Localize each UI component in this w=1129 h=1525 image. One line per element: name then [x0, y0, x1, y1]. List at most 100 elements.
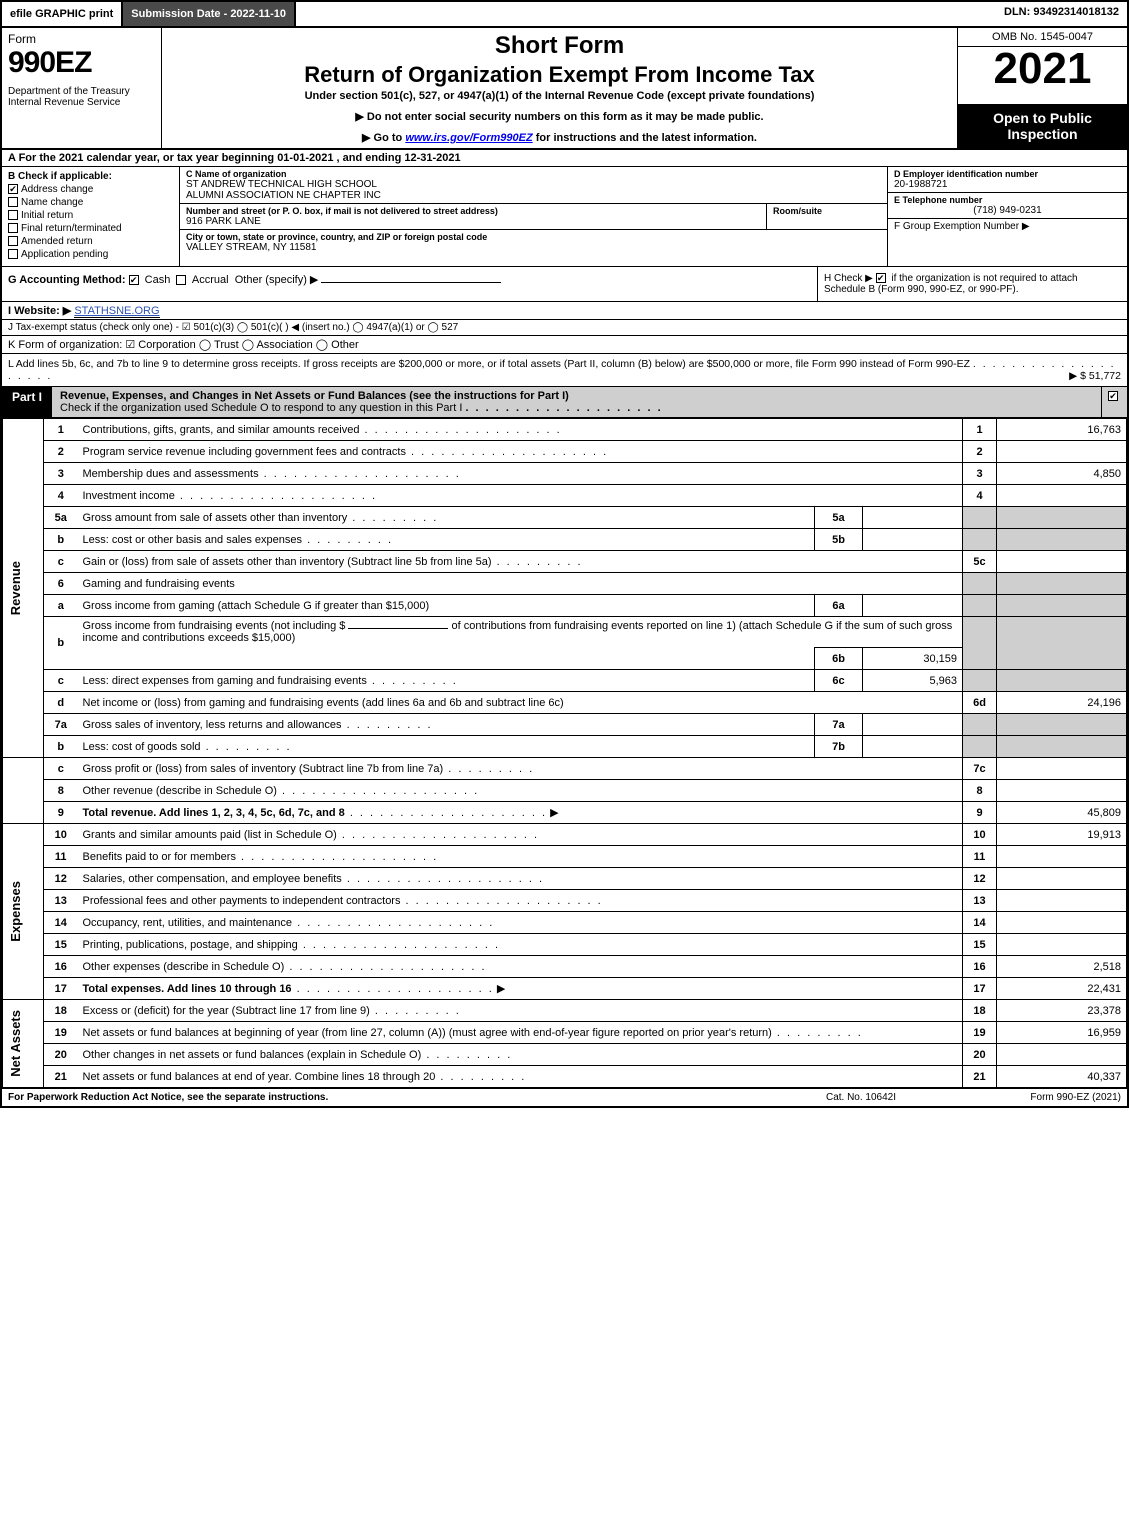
part1-tag: Part I: [2, 387, 52, 417]
line-value-shade: [997, 714, 1127, 736]
checkbox-icon: [8, 223, 18, 233]
line-ref: 13: [963, 890, 997, 912]
c-addr-block: Number and street (or P. O. box, if mail…: [180, 204, 767, 230]
line-desc: Membership dues and assessments: [78, 463, 963, 485]
sub-value: [863, 714, 963, 736]
line-desc: Contributions, gifts, grants, and simila…: [78, 419, 963, 441]
goto-pre: ▶ Go to: [362, 132, 405, 144]
line-value: [997, 846, 1127, 868]
form-header: Form 990EZ Department of the Treasury In…: [2, 28, 1127, 150]
line-ref-shade: [963, 529, 997, 551]
phone: (718) 949-0231: [894, 205, 1121, 216]
sub-ref: 7b: [815, 736, 863, 758]
checkbox-icon: [8, 197, 18, 207]
line-desc: Gain or (loss) from sale of assets other…: [78, 551, 963, 573]
line-no: d: [44, 692, 78, 714]
line-value: 4,850: [997, 463, 1127, 485]
line-desc: Grants and similar amounts paid (list in…: [78, 824, 963, 846]
h-pre: H Check ▶: [824, 273, 876, 284]
irs-link[interactable]: www.irs.gov/Form990EZ: [405, 132, 532, 144]
netassets-section-label: Net Assets: [3, 1000, 44, 1088]
c-name-block: C Name of organization ST ANDREW TECHNIC…: [180, 167, 887, 204]
line-desc: Net assets or fund balances at beginning…: [78, 1022, 963, 1044]
chk-initial-return[interactable]: Initial return: [8, 210, 173, 221]
chk-amended-return[interactable]: Amended return: [8, 236, 173, 247]
line-no: 12: [44, 868, 78, 890]
line-no: c: [44, 758, 78, 780]
under-section: Under section 501(c), 527, or 4947(a)(1)…: [170, 90, 949, 102]
expenses-section-label: Expenses: [3, 824, 44, 1000]
line-value-shade: [997, 617, 1127, 670]
checkbox-icon: [1108, 391, 1118, 401]
chk-name-change[interactable]: Name change: [8, 197, 173, 208]
line-desc: Gross profit or (loss) from sales of inv…: [78, 758, 963, 780]
open-public-inspection: Open to Public Inspection: [958, 104, 1127, 148]
chk-application-pending[interactable]: Application pending: [8, 249, 173, 260]
website-link[interactable]: STATHSNE.ORG: [74, 305, 159, 318]
col-def: D Employer identification number 20-1988…: [887, 167, 1127, 266]
chk-final-return[interactable]: Final return/terminated: [8, 223, 173, 234]
sub-ref: 7a: [815, 714, 863, 736]
form-label: Form: [8, 32, 155, 46]
contrib-blank[interactable]: [348, 628, 448, 629]
e-label: E Telephone number: [894, 195, 1121, 205]
c-city-label: City or town, state or province, country…: [186, 232, 881, 242]
other-specify-line[interactable]: [321, 282, 501, 283]
line-desc: Professional fees and other payments to …: [78, 890, 963, 912]
footer-formref: Form 990-EZ (2021): [941, 1092, 1121, 1103]
line-ref-shade: [963, 617, 997, 670]
h-schedule-b: H Check ▶ if the organization is not req…: [817, 267, 1127, 301]
checkbox-icon: [8, 249, 18, 259]
line-ref-shade: [963, 507, 997, 529]
line-desc: Net income or (loss) from gaming and fun…: [78, 692, 963, 714]
line-value: 45,809: [997, 802, 1127, 824]
tax-year: 2021: [958, 47, 1127, 91]
line-desc: Excess or (deficit) for the year (Subtra…: [78, 1000, 963, 1022]
line-no: 1: [44, 419, 78, 441]
line-desc: Gross income from gaming (attach Schedul…: [78, 595, 815, 617]
part1-title: Revenue, Expenses, and Changes in Net As…: [52, 387, 1101, 417]
j-tax-exempt: J Tax-exempt status (check only one) - ☑…: [2, 320, 1127, 336]
efile-print[interactable]: efile GRAPHIC print: [2, 2, 123, 26]
line-ref: 3: [963, 463, 997, 485]
part1-schedule-o-check[interactable]: [1101, 387, 1127, 417]
line-desc: Gaming and fundraising events: [78, 573, 963, 595]
sub-value: [863, 736, 963, 758]
line-ref: 2: [963, 441, 997, 463]
line-desc: Gross income from fundraising events (no…: [78, 617, 963, 648]
line-desc: Printing, publications, postage, and shi…: [78, 934, 963, 956]
footer-left: For Paperwork Reduction Act Notice, see …: [8, 1092, 781, 1103]
line-desc: Other expenses (describe in Schedule O): [78, 956, 963, 978]
section-b-through-f: B Check if applicable: Address change Na…: [2, 167, 1127, 267]
checkbox-icon[interactable]: [176, 275, 186, 285]
line-value: [997, 1044, 1127, 1066]
checkbox-icon[interactable]: [876, 273, 886, 283]
line-ref: 10: [963, 824, 997, 846]
header-right: OMB No. 1545-0047 2021 Open to Public In…: [957, 28, 1127, 148]
line-desc-cont: [78, 648, 815, 670]
line-no: 5a: [44, 507, 78, 529]
line-value: 16,763: [997, 419, 1127, 441]
l-amount: ▶ $ 51,772: [1069, 370, 1121, 382]
part1-table: Revenue 1 Contributions, gifts, grants, …: [2, 418, 1127, 1088]
line-value-shade: [997, 573, 1127, 595]
line-desc: Investment income: [78, 485, 963, 507]
return-title: Return of Organization Exempt From Incom…: [170, 62, 949, 88]
c-addr-row: Number and street (or P. O. box, if mail…: [180, 204, 887, 230]
line-no: a: [44, 595, 78, 617]
page-footer: For Paperwork Reduction Act Notice, see …: [2, 1088, 1127, 1106]
line-no: 11: [44, 846, 78, 868]
org-name: ST ANDREW TECHNICAL HIGH SCHOOL ALUMNI A…: [186, 179, 381, 201]
chk-address-change[interactable]: Address change: [8, 184, 173, 195]
line-desc: Total expenses. Add lines 10 through 16 …: [78, 978, 963, 1000]
g-accounting: G Accounting Method: Cash Accrual Other …: [2, 267, 817, 301]
sub-ref: 5b: [815, 529, 863, 551]
org-city: VALLEY STREAM, NY 11581: [186, 242, 316, 253]
sub-value: [863, 595, 963, 617]
part1-sub: Check if the organization used Schedule …: [60, 402, 462, 414]
line-value: [997, 441, 1127, 463]
line-no: 21: [44, 1066, 78, 1088]
checkbox-icon[interactable]: [129, 275, 139, 285]
sub-ref: 5a: [815, 507, 863, 529]
line-ref: 5c: [963, 551, 997, 573]
